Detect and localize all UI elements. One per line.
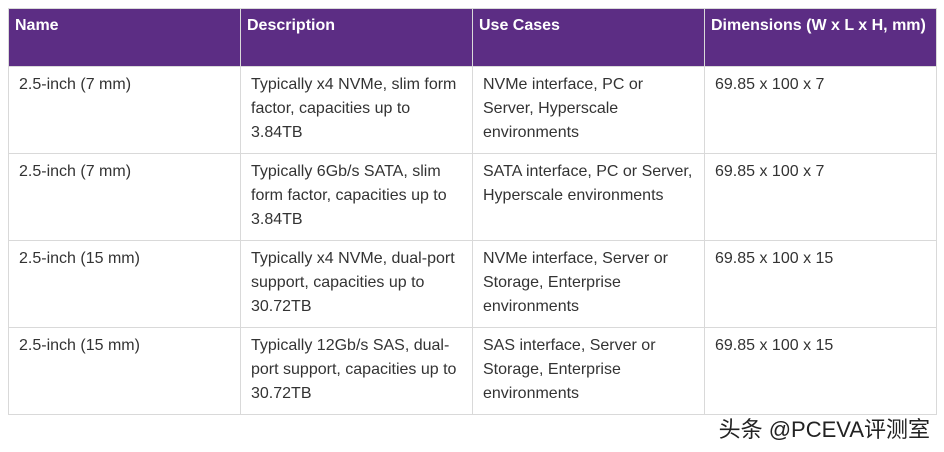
table-row: 2.5-inch (7 mm) Typically 6Gb/s SATA, sli… [8, 153, 937, 241]
table-row: 2.5-inch (15 mm) Typically x4 NVMe, dual-… [8, 240, 937, 328]
spec-table: Name Description Use Cases Dimensions (W x … [8, 8, 937, 415]
table-cell: NVMe interface, Server or Storage, Enter… [472, 240, 705, 328]
table-cell: SATA interface, PC or Server, Hyperscale… [472, 153, 705, 241]
table-body: 2.5-inch (7 mm) Typically x4 NVMe, slim f… [8, 66, 937, 415]
table-cell: Typically 12Gb/s SAS, dual-port support,… [240, 327, 473, 415]
table-cell: 69.85 x 100 x 7 [704, 153, 937, 241]
table-cell: 69.85 x 100 x 15 [704, 240, 937, 328]
header-cell: Dimensions (W x L x H, mm) [704, 8, 937, 67]
table-cell: Typically x4 NVMe, slim form factor, cap… [240, 66, 473, 154]
table-cell: 2.5-inch (15 mm) [8, 327, 241, 415]
table-cell: 69.85 x 100 x 15 [704, 327, 937, 415]
table-row: 2.5-inch (15 mm) Typically 12Gb/s SAS, du… [8, 327, 937, 415]
table-cell: NVMe interface, PC or Server, Hyperscale… [472, 66, 705, 154]
table-row: 2.5-inch (7 mm) Typically x4 NVMe, slim f… [8, 66, 937, 154]
header-cell: Description [240, 8, 473, 67]
table-cell: 2.5-inch (15 mm) [8, 240, 241, 328]
watermark: 头条 @PCEVA评测室 [718, 417, 930, 442]
header-row: Name Description Use Cases Dimensions (W x … [8, 8, 937, 67]
table-cell: Typically x4 NVMe, dual-port support, ca… [240, 240, 473, 328]
table-cell: 69.85 x 100 x 7 [704, 66, 937, 154]
header-cell: Use Cases [472, 8, 705, 67]
table-cell: 2.5-inch (7 mm) [8, 153, 241, 241]
table-cell: 2.5-inch (7 mm) [8, 66, 241, 154]
table-cell: SAS interface, Server or Storage, Enterp… [472, 327, 705, 415]
header-cell: Name [8, 8, 241, 67]
table-header: Name Description Use Cases Dimensions (W x … [8, 8, 937, 67]
table-cell: Typically 6Gb/s SATA, slim form factor, … [240, 153, 473, 241]
